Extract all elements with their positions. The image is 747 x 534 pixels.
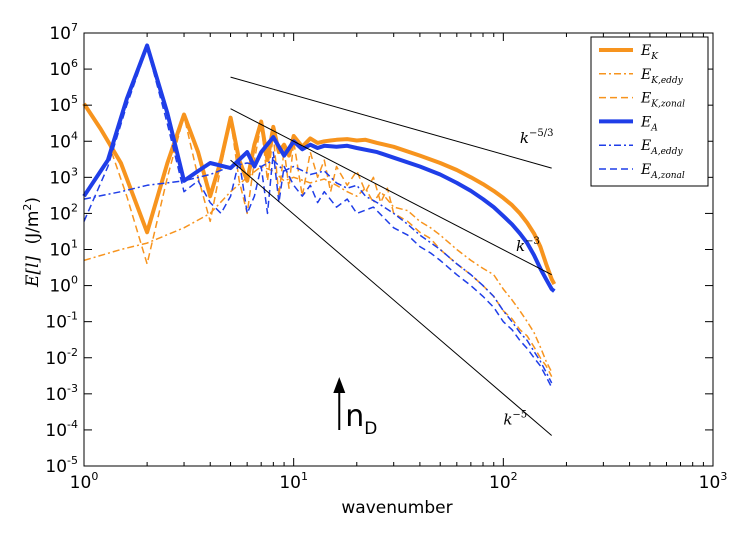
reference-line-k3 [230, 108, 552, 276]
nd-annotation: nD [333, 377, 377, 439]
x-axis-label: wavenumber [341, 498, 452, 518]
x-tick-label: 103 [699, 470, 728, 493]
y-axis-label-math: E[l] [23, 256, 43, 288]
y-tick-label: 10-2 [45, 346, 78, 369]
y-tick-label: 103 [49, 165, 78, 188]
reference-label-k5: k−5 [503, 410, 527, 429]
y-tick-label: 106 [49, 57, 78, 80]
series-line-ek [82, 102, 557, 286]
axis-ticks: 100 101 102 103 10-5 10-4 10-3 10-2 10-1 100 101 10… [45, 21, 727, 493]
y-axis-label-unit: (J/m [23, 211, 43, 245]
y-tick-label: 101 [49, 238, 78, 261]
legend: EK EK,eddy EK,zonal EA EA,eddy EA,zonal [590, 36, 709, 187]
y-axis-label-close: ) [23, 197, 43, 204]
x-tick-label: 101 [279, 470, 308, 493]
y-tick-label: 10-1 [45, 310, 78, 333]
legend-label-ea_zonal: EA,zonal [640, 162, 685, 181]
x-tick-label: 100 [70, 470, 99, 493]
nd-arrow-head [333, 377, 346, 393]
reference-line-k53 [230, 76, 552, 169]
nd-annotation-label: nD [345, 399, 377, 439]
series-line-ea_zonal [83, 46, 553, 388]
legend-label-ek_eddy: EK,eddy [640, 67, 684, 86]
y-tick-label: 10-4 [45, 418, 78, 441]
legend-frame [590, 36, 709, 187]
series-line-ea [82, 43, 556, 293]
plot-frame [83, 32, 714, 467]
legend-label-ea: EA [640, 114, 658, 133]
y-tick-label: 102 [49, 201, 78, 224]
reference-label-k3: k−3 [516, 236, 540, 255]
legend-label-ea_eddy: EA,eddy [640, 138, 683, 157]
y-tick-label: 10-5 [45, 454, 78, 477]
series-line-ek_eddy [83, 165, 553, 373]
y-tick-label: 104 [49, 129, 78, 152]
reference-label-k53: k−5/3 [520, 128, 554, 147]
y-tick-label: 10-3 [45, 382, 78, 405]
y-tick-label: 100 [49, 274, 78, 297]
reference-lines: k−5/3 k−3 k−5 [230, 76, 554, 436]
svg-text:E[l] (J/m2): E[l] (J/m2) [21, 197, 43, 288]
y-tick-label: 107 [49, 21, 78, 44]
y-tick-label: 105 [49, 93, 78, 116]
reference-line-k5 [230, 159, 552, 436]
legend-label-ek_zonal: EK,zonal [640, 91, 685, 110]
y-axis-label: E[l] (J/m2) [21, 197, 43, 288]
nd-annotation-sub: D [364, 419, 377, 439]
legend-label-ek: EK [640, 43, 659, 62]
x-tick-label: 102 [489, 470, 518, 493]
series-line-ea_eddy [83, 159, 553, 384]
y-axis-label-exp: 2 [21, 204, 34, 211]
series-layer [82, 43, 557, 388]
nd-annotation-main: n [345, 399, 364, 434]
